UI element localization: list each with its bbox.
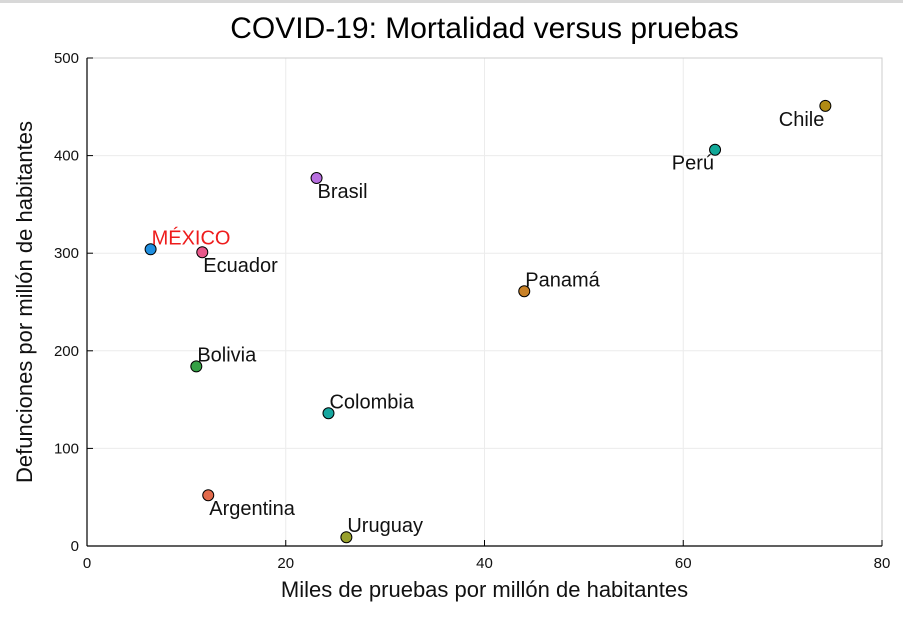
point-label: Panamá xyxy=(525,269,600,291)
point-label: Colombia xyxy=(329,391,414,413)
point-label: Uruguay xyxy=(347,515,423,537)
window-top-border xyxy=(0,0,903,3)
point-label: Perú xyxy=(672,153,714,175)
y-tick-label: 300 xyxy=(54,245,79,262)
point-label: Brasil xyxy=(318,181,368,203)
y-tick-label: 400 xyxy=(54,148,79,165)
y-tick-label: 100 xyxy=(54,440,79,457)
point-label: Argentina xyxy=(209,498,295,520)
axis-ticks: 0 20 40 60 80 0 100 200 300 400 500 xyxy=(54,50,890,572)
data-points: MÉXICO Ecuador Brasil Perú Chile Panamá Bolivi… xyxy=(144,99,832,544)
data-point xyxy=(322,407,335,420)
y-tick-label: 200 xyxy=(54,343,79,360)
data-point xyxy=(819,99,832,112)
data-point xyxy=(196,246,209,259)
point-label: Chile xyxy=(779,109,825,131)
x-axis-label: Miles de pruebas por millón de habitante… xyxy=(281,577,688,602)
data-point xyxy=(340,531,353,544)
data-point xyxy=(190,360,203,373)
point-label: Ecuador xyxy=(203,255,278,277)
chart-title: COVID-19: Mortalidad versus pruebas xyxy=(230,12,739,45)
x-tick-label: 80 xyxy=(874,555,891,572)
y-axis-label: Defunciones por millón de habitantes xyxy=(12,121,37,483)
point-label: MÉXICO xyxy=(152,226,231,249)
x-tick-label: 0 xyxy=(83,555,91,572)
x-tick-label: 40 xyxy=(476,555,493,572)
point-label: Bolivia xyxy=(197,344,257,366)
data-point xyxy=(709,143,722,156)
data-point xyxy=(202,489,215,502)
data-point xyxy=(144,243,157,256)
y-tick-label: 0 xyxy=(71,538,79,555)
y-tick-label: 500 xyxy=(54,50,79,67)
data-point xyxy=(518,285,531,298)
x-tick-label: 20 xyxy=(277,555,294,572)
x-tick-label: 60 xyxy=(675,555,692,572)
data-point xyxy=(310,172,323,185)
grid xyxy=(87,57,883,546)
